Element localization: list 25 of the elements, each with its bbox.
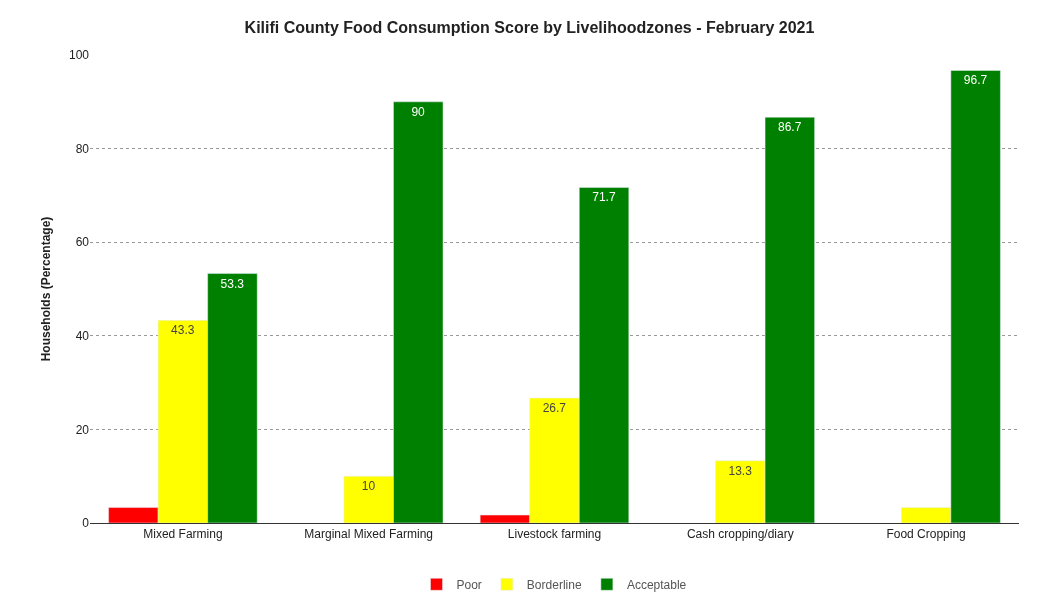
y-tick-label: 0 xyxy=(82,516,90,531)
data-label: 13.3 xyxy=(728,463,753,478)
y-tick-label: 40 xyxy=(75,329,90,343)
legend-label: Poor xyxy=(456,577,482,592)
data-label: 90 xyxy=(411,104,426,119)
y-tick-label: 80 xyxy=(75,141,90,156)
data-label: 86.7 xyxy=(778,120,802,135)
x-tick-label: Cash cropping/diary xyxy=(686,527,794,542)
data-label: 26.7 xyxy=(542,401,567,416)
x-tick-label: Marginal Mixed Farming xyxy=(304,527,434,542)
data-label: 10 xyxy=(361,479,376,494)
chart-title: Kilifi County Food Consumption Score by Livelihoodzones - February 2021 xyxy=(244,18,815,36)
data-label: 71.7 xyxy=(592,190,616,205)
y-axis-title: Households (Percentage) xyxy=(39,216,54,362)
x-tick-label: Mixed Farming xyxy=(143,527,223,542)
x-tick-label: Livestock farming xyxy=(507,527,602,542)
y-tick-label: 100 xyxy=(68,48,90,63)
data-label: 53.3 xyxy=(220,276,245,291)
y-tick-label: 20 xyxy=(75,422,90,437)
legend-label: Acceptable xyxy=(626,577,687,592)
y-tick-label: 60 xyxy=(75,235,90,250)
legend-label: Borderline xyxy=(526,577,582,592)
x-tick-label: Food Cropping xyxy=(886,527,966,542)
data-label: 43.3 xyxy=(171,323,195,338)
data-label: 96.7 xyxy=(963,73,988,88)
